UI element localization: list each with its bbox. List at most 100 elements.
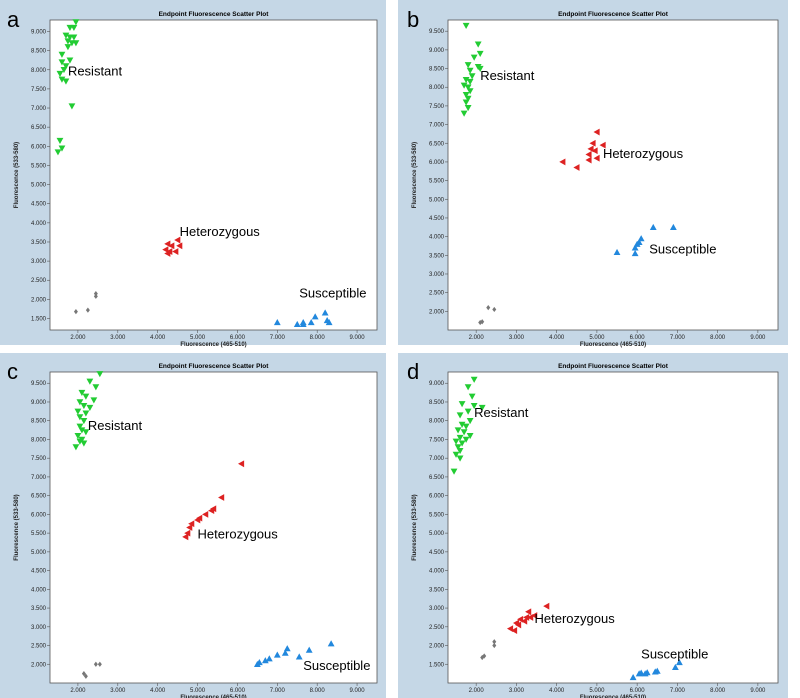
x-tick-label: 4.000 bbox=[150, 688, 166, 694]
data-point bbox=[72, 444, 80, 451]
data-point bbox=[238, 460, 245, 468]
y-tick-label: 8.000 bbox=[429, 85, 445, 91]
data-point bbox=[62, 32, 70, 39]
x-tick-label: 2.000 bbox=[469, 335, 485, 341]
x-tick-label: 4.000 bbox=[150, 335, 166, 341]
group-label-resistant: Resistant bbox=[88, 418, 143, 433]
y-tick-label: 7.000 bbox=[429, 123, 445, 129]
data-point bbox=[295, 653, 303, 660]
data-point bbox=[458, 401, 466, 408]
x-tick-label: 6.000 bbox=[630, 688, 646, 694]
y-tick-label: 2.500 bbox=[31, 278, 47, 284]
data-point bbox=[186, 524, 193, 531]
data-point bbox=[458, 421, 466, 428]
data-point bbox=[327, 640, 335, 647]
y-tick-label: 6.000 bbox=[31, 144, 47, 150]
data-point bbox=[56, 70, 64, 77]
plot-area bbox=[447, 19, 779, 331]
data-point bbox=[172, 248, 179, 255]
y-tick-label: 2.500 bbox=[31, 644, 47, 650]
data-point bbox=[456, 455, 464, 462]
plot-area bbox=[49, 19, 378, 331]
y-tick-label: 5.000 bbox=[31, 183, 47, 189]
data-point bbox=[70, 34, 78, 41]
data-point bbox=[525, 608, 532, 616]
data-point bbox=[462, 423, 470, 430]
chart-a: Endpoint Fluorescence Scatter Plot 2.000 3… bbox=[14, 11, 378, 348]
series-susceptible bbox=[629, 658, 683, 681]
y-tick-label: 3.500 bbox=[31, 606, 47, 612]
series-resistant bbox=[72, 371, 104, 451]
y-tick-label: 2.000 bbox=[429, 644, 445, 650]
data-point bbox=[283, 645, 291, 652]
data-point bbox=[58, 145, 66, 152]
group-label-resistant: Resistant bbox=[68, 63, 123, 78]
x-tick-label: 4.000 bbox=[549, 688, 565, 694]
group-label-susceptible: Susceptible bbox=[649, 241, 716, 256]
data-point bbox=[81, 671, 86, 677]
x-tick-label: 5.000 bbox=[589, 335, 605, 341]
data-point bbox=[80, 403, 88, 410]
data-point bbox=[182, 533, 189, 541]
data-point bbox=[669, 223, 677, 231]
panel-letter-d: d bbox=[407, 359, 420, 384]
x-tick-label: 8.000 bbox=[710, 335, 726, 341]
plot-area bbox=[447, 371, 779, 684]
data-point bbox=[58, 51, 66, 58]
data-point bbox=[585, 156, 592, 164]
data-point bbox=[641, 670, 649, 677]
x-tick-label: 9.000 bbox=[750, 335, 766, 341]
series-heterozygous bbox=[559, 128, 606, 171]
series-susceptible bbox=[273, 309, 333, 327]
data-point bbox=[58, 59, 66, 66]
data-point bbox=[464, 384, 472, 391]
data-point bbox=[523, 614, 530, 621]
data-point bbox=[62, 63, 70, 70]
y-tick-label: 4.000 bbox=[429, 235, 445, 241]
panel-letter-b: b bbox=[407, 7, 420, 32]
data-point bbox=[93, 293, 98, 299]
data-point bbox=[78, 389, 86, 397]
data-point bbox=[96, 371, 104, 378]
y-tick-label: 9.000 bbox=[429, 48, 445, 54]
group-label-susceptible: Susceptible bbox=[641, 647, 708, 662]
data-point bbox=[468, 73, 476, 80]
y-tick-label: 6.000 bbox=[31, 512, 47, 518]
y-tick-label: 6.000 bbox=[429, 160, 445, 166]
x-tick-label: 6.000 bbox=[230, 335, 246, 341]
data-point bbox=[74, 408, 82, 415]
x-tick-label: 5.000 bbox=[190, 688, 206, 694]
series-susceptible bbox=[253, 640, 335, 667]
data-point bbox=[476, 50, 484, 58]
data-point bbox=[261, 657, 269, 664]
y-tick-label: 5.000 bbox=[429, 197, 445, 203]
x-tick-label: 6.000 bbox=[630, 335, 646, 341]
chart-d: Endpoint Fluorescence Scatter Plot 2.000 3… bbox=[412, 363, 779, 698]
y-axis-label: Fluorescence (533-580) bbox=[14, 494, 20, 560]
x-tick-label: 3.000 bbox=[110, 335, 126, 341]
y-tick-label: 4.500 bbox=[31, 202, 47, 208]
data-point bbox=[474, 41, 482, 48]
y-tick-label: 2.500 bbox=[429, 291, 445, 297]
data-point bbox=[456, 412, 464, 419]
data-point bbox=[325, 318, 333, 326]
y-tick-label: 9.000 bbox=[31, 29, 47, 35]
y-tick-label: 5.500 bbox=[31, 163, 47, 169]
series-heterozygous bbox=[162, 236, 183, 257]
y-tick-label: 6.500 bbox=[429, 475, 445, 481]
x-tick-label: 6.000 bbox=[230, 688, 246, 694]
y-tick-label: 4.500 bbox=[429, 550, 445, 556]
data-point bbox=[651, 668, 659, 675]
data-point bbox=[460, 110, 468, 117]
data-point bbox=[176, 242, 183, 250]
y-tick-label: 3.000 bbox=[429, 606, 445, 612]
y-tick-label: 5.000 bbox=[429, 531, 445, 537]
data-point bbox=[478, 404, 486, 411]
y-tick-label: 3.000 bbox=[31, 259, 47, 265]
data-point bbox=[307, 318, 315, 326]
data-point bbox=[527, 614, 534, 621]
y-tick-label: 2.000 bbox=[31, 662, 47, 668]
data-point bbox=[93, 291, 98, 297]
data-point bbox=[470, 376, 478, 383]
